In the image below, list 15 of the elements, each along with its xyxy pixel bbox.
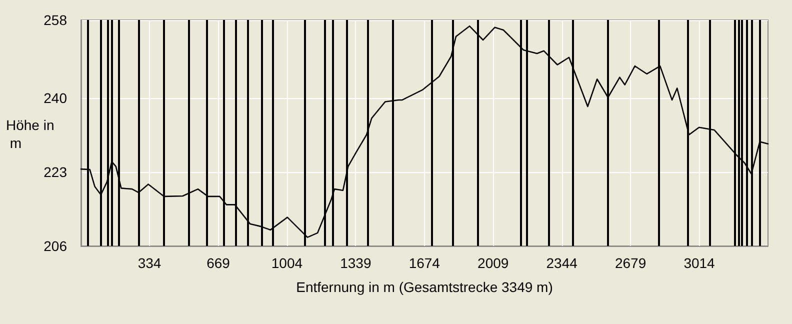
y-tick-label: 223 [44,164,68,180]
x-tick-label: 1674 [408,255,440,271]
x-tick-label: 2344 [546,255,578,271]
x-tick-label: 1004 [271,255,303,271]
x-tick-label: 3014 [684,255,716,271]
x-tick-label: 2679 [614,255,646,271]
y-tick-label: 240 [44,90,68,106]
x-tick-label: 2009 [478,255,509,271]
x-tick-label: 669 [206,255,230,271]
y-tick-label: 258 [44,12,68,28]
x-axis-title: Entfernung in m (Gesamtstrecke 3349 m) [296,279,553,295]
x-tick-label: 1339 [340,255,372,271]
y-axis-title: Höhe in m [6,117,54,151]
y-tick-label: 206 [44,238,68,254]
x-tick-label: 334 [138,255,162,271]
